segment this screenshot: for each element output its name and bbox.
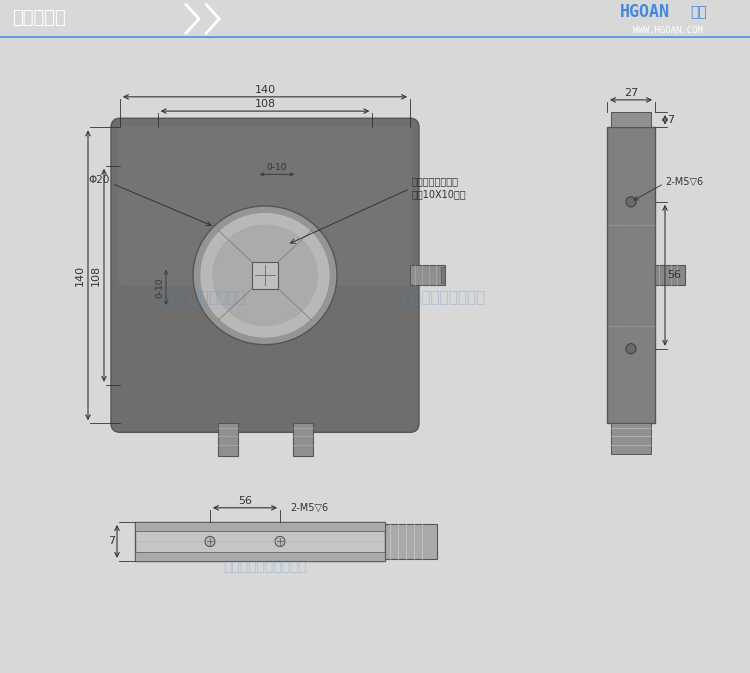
Circle shape — [626, 344, 636, 354]
Text: 108: 108 — [254, 99, 275, 109]
Text: 140: 140 — [75, 264, 85, 286]
Text: 0-10: 0-10 — [155, 277, 164, 297]
Bar — [218, 423, 238, 456]
Bar — [252, 262, 278, 289]
Bar — [135, 553, 385, 561]
Bar — [385, 524, 437, 559]
Text: 7: 7 — [667, 115, 674, 125]
Bar — [441, 267, 445, 283]
Bar — [410, 265, 445, 285]
Circle shape — [626, 197, 636, 207]
Text: 140: 140 — [254, 85, 275, 95]
Ellipse shape — [213, 225, 317, 326]
Text: 為：10X10方孔: 為：10X10方孔 — [412, 189, 466, 199]
Text: 0-10: 0-10 — [267, 164, 287, 172]
FancyBboxPatch shape — [111, 118, 419, 432]
Text: 北京衡工儀器有限公司: 北京衡工儀器有限公司 — [394, 290, 486, 306]
Text: 2-M5▽6: 2-M5▽6 — [290, 503, 328, 513]
Bar — [135, 522, 385, 561]
Bar — [293, 423, 313, 456]
Ellipse shape — [193, 206, 337, 345]
Text: 108: 108 — [91, 264, 101, 286]
Text: Φ20: Φ20 — [88, 176, 110, 186]
Bar — [655, 265, 685, 285]
Text: 北京衡工儀器有限公司: 北京衡工儀器有限公司 — [224, 559, 307, 573]
Text: 7: 7 — [108, 536, 115, 546]
FancyBboxPatch shape — [118, 125, 412, 285]
Text: 2-M5▽6: 2-M5▽6 — [665, 176, 704, 186]
Text: 狹縫最大開口尺寸: 狹縫最大開口尺寸 — [412, 176, 459, 186]
Text: 尺寸外形圖: 尺寸外形圖 — [12, 9, 66, 27]
Bar — [611, 423, 651, 454]
Circle shape — [275, 536, 285, 546]
Text: 56: 56 — [667, 271, 681, 280]
Text: HGOAN: HGOAN — [620, 3, 670, 21]
Bar — [607, 127, 655, 423]
Bar — [135, 522, 385, 530]
Bar — [611, 112, 651, 127]
Circle shape — [205, 536, 215, 546]
Text: WWW.HGOAN.COM: WWW.HGOAN.COM — [633, 26, 703, 36]
Text: 衡工: 衡工 — [690, 5, 706, 19]
Ellipse shape — [201, 213, 329, 337]
Text: 北京衡工儀器有限公司: 北京衡工儀器有限公司 — [154, 290, 246, 306]
Text: 56: 56 — [238, 496, 252, 505]
Text: 27: 27 — [624, 88, 638, 98]
